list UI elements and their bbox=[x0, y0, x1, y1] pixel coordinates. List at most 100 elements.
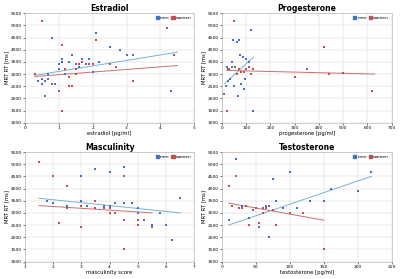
Point bbox=[236, 206, 242, 210]
Point bbox=[56, 89, 62, 93]
Point bbox=[243, 67, 249, 71]
Legend: men, women: men, women bbox=[352, 154, 390, 159]
Point bbox=[72, 67, 79, 71]
Point bbox=[320, 247, 327, 252]
Point bbox=[222, 84, 229, 88]
Point bbox=[253, 206, 259, 210]
Point bbox=[106, 45, 113, 50]
Point bbox=[256, 220, 262, 225]
Point bbox=[120, 201, 127, 205]
Y-axis label: MRT RT [ms]: MRT RT [ms] bbox=[4, 190, 9, 223]
Point bbox=[84, 203, 90, 208]
Point bbox=[177, 196, 184, 201]
Point bbox=[106, 203, 113, 208]
Point bbox=[36, 160, 42, 164]
Point bbox=[112, 211, 118, 215]
Point bbox=[232, 64, 238, 69]
Point bbox=[135, 206, 141, 210]
Point bbox=[135, 211, 141, 215]
Point bbox=[266, 203, 273, 208]
Point bbox=[123, 52, 130, 57]
Point bbox=[280, 206, 286, 210]
Point bbox=[266, 235, 273, 239]
Point bbox=[101, 203, 107, 208]
Point bbox=[93, 30, 99, 35]
Point bbox=[93, 38, 99, 42]
X-axis label: estradiol [pg/ml]: estradiol [pg/ml] bbox=[88, 131, 132, 136]
Point bbox=[238, 69, 244, 74]
Point bbox=[246, 215, 252, 220]
Point bbox=[304, 67, 310, 71]
Point bbox=[49, 35, 55, 40]
Point bbox=[228, 64, 235, 69]
Point bbox=[326, 72, 332, 76]
Point bbox=[243, 57, 249, 62]
Point bbox=[52, 81, 58, 86]
Point bbox=[56, 220, 62, 225]
Point bbox=[248, 28, 254, 33]
Point bbox=[50, 174, 56, 179]
Point bbox=[246, 223, 252, 227]
Point bbox=[221, 91, 228, 96]
Point bbox=[72, 72, 79, 76]
Point bbox=[56, 67, 62, 71]
Point bbox=[249, 208, 256, 213]
Point bbox=[89, 62, 96, 67]
Point bbox=[135, 218, 141, 222]
Point bbox=[231, 18, 237, 23]
Title: Progesterone: Progesterone bbox=[277, 4, 336, 13]
Point bbox=[135, 223, 141, 227]
Point bbox=[62, 67, 69, 71]
Point bbox=[116, 47, 123, 52]
Point bbox=[149, 223, 155, 227]
Point bbox=[140, 218, 147, 222]
Point bbox=[69, 52, 76, 57]
Point bbox=[253, 206, 259, 210]
Point bbox=[78, 225, 84, 230]
Point bbox=[96, 60, 102, 64]
Point bbox=[112, 201, 118, 205]
Point bbox=[263, 203, 269, 208]
Title: Estradiol: Estradiol bbox=[90, 4, 129, 13]
Point bbox=[226, 218, 232, 222]
Point bbox=[92, 206, 99, 210]
Y-axis label: MRT RT [ms]: MRT RT [ms] bbox=[202, 190, 206, 223]
Point bbox=[106, 211, 113, 215]
Point bbox=[260, 206, 266, 210]
Point bbox=[86, 62, 92, 67]
Point bbox=[45, 72, 52, 76]
Point bbox=[130, 79, 136, 84]
Point bbox=[129, 201, 135, 205]
Point bbox=[56, 62, 62, 67]
Point bbox=[226, 184, 232, 188]
Point bbox=[273, 223, 280, 227]
Point bbox=[300, 211, 307, 215]
Point bbox=[246, 64, 252, 69]
Point bbox=[89, 69, 96, 74]
Point bbox=[64, 184, 70, 188]
Point bbox=[250, 108, 257, 113]
Point bbox=[307, 198, 313, 203]
Point bbox=[49, 81, 55, 86]
Point bbox=[64, 206, 70, 210]
Point bbox=[240, 86, 247, 91]
Point bbox=[368, 169, 374, 174]
Point bbox=[287, 211, 293, 215]
Point bbox=[171, 52, 177, 57]
Point bbox=[240, 69, 247, 74]
Point bbox=[92, 206, 99, 210]
Point bbox=[229, 203, 235, 208]
Point bbox=[72, 62, 79, 67]
Point bbox=[59, 108, 65, 113]
Point bbox=[106, 169, 113, 174]
Point bbox=[327, 186, 334, 191]
Point bbox=[38, 18, 45, 23]
Legend: men, women: men, women bbox=[155, 15, 192, 20]
Point bbox=[242, 203, 249, 208]
Point bbox=[163, 223, 169, 227]
Point bbox=[42, 79, 48, 84]
Point bbox=[246, 60, 252, 64]
Point bbox=[263, 206, 269, 210]
Point bbox=[106, 206, 113, 210]
Point bbox=[44, 198, 50, 203]
